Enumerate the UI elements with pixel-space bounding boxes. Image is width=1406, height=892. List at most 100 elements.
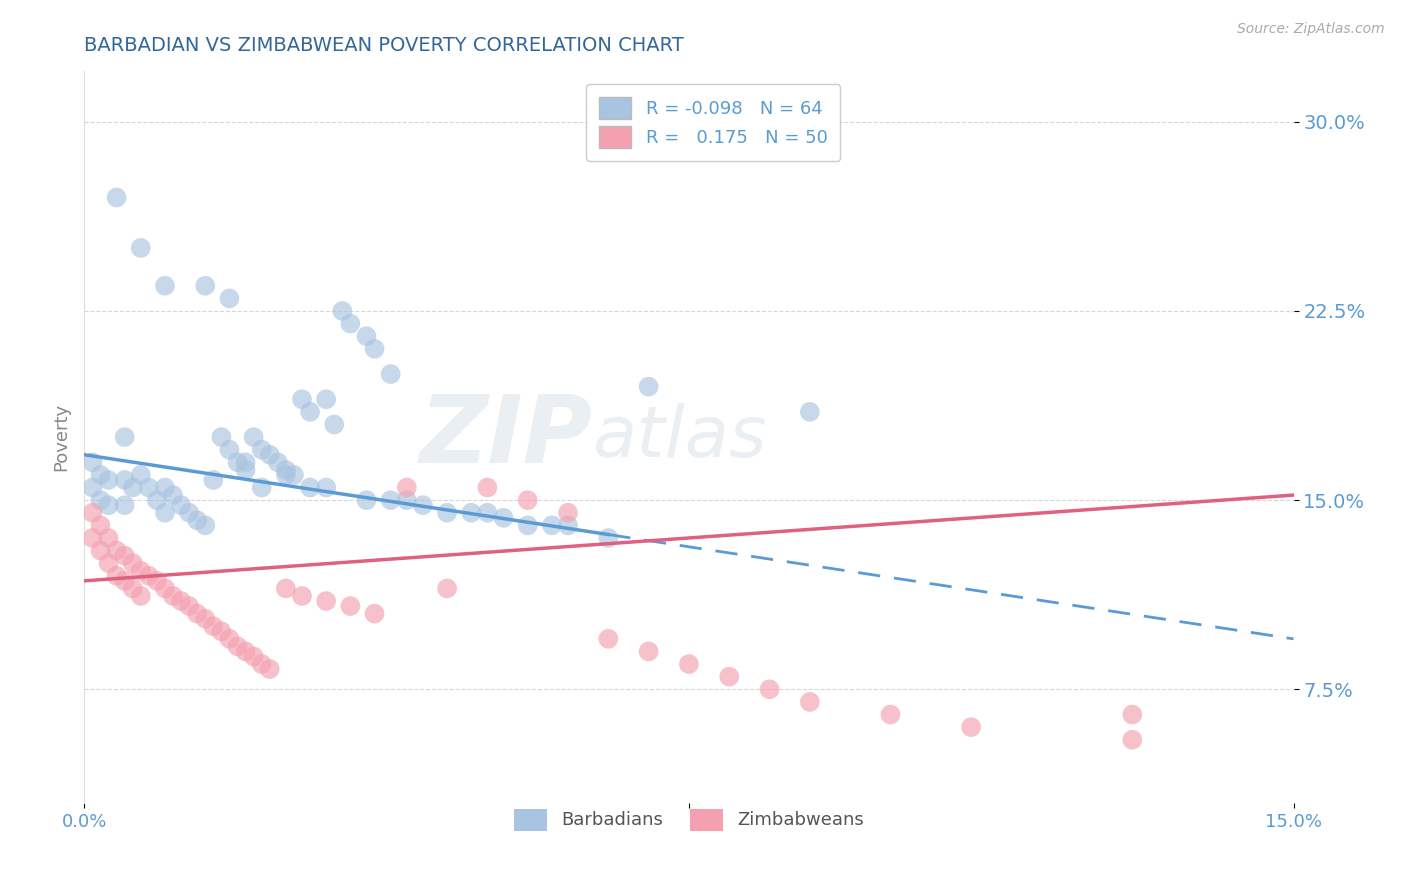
Point [226,455,249,469]
Point [82,531,104,545]
Point [315,594,337,608]
Point [235,463,257,477]
Point [129,241,152,255]
Point [105,543,128,558]
Point [460,506,482,520]
Point [1121,707,1143,722]
Point [323,417,346,432]
Point [274,582,297,596]
Point [82,481,104,495]
Point [89,543,111,558]
Point [179,599,201,613]
Point [162,488,184,502]
Point [146,493,169,508]
Point [259,662,281,676]
Point [799,695,821,709]
Point [170,594,193,608]
Point [356,493,378,508]
Point [89,493,111,508]
Text: ZIP: ZIP [419,391,592,483]
Legend: Barbadians, Zimbabweans: Barbadians, Zimbabweans [499,794,879,845]
Point [879,707,901,722]
Point [209,624,232,639]
Point [380,367,402,381]
Point [718,670,741,684]
Point [557,518,579,533]
Point [97,531,120,545]
Point [97,498,120,512]
Point [250,657,273,671]
Point [242,649,264,664]
Point [363,342,385,356]
Point [129,589,152,603]
Point [330,304,353,318]
Point [242,430,264,444]
Point [274,467,297,482]
Point [114,549,136,563]
Point [395,493,418,508]
Point [235,455,257,469]
Point [235,644,257,658]
Point [186,607,208,621]
Point [637,379,659,393]
Point [129,467,152,482]
Point [153,481,176,495]
Point [194,518,217,533]
Point [436,506,458,520]
Point [162,589,184,603]
Point [186,513,208,527]
Point [274,463,297,477]
Point [758,682,780,697]
Point [1121,732,1143,747]
Point [194,278,217,293]
Text: atlas: atlas [592,402,766,472]
Point [105,569,128,583]
Point [299,481,322,495]
Point [598,531,620,545]
Point [146,574,169,588]
Point [153,278,176,293]
Point [637,644,659,658]
Point [218,442,240,457]
Point [218,632,240,646]
Point [960,720,983,734]
Point [557,506,579,520]
Point [89,467,111,482]
Point [153,582,176,596]
Point [395,481,418,495]
Point [516,493,538,508]
Point [114,430,136,444]
Point [799,405,821,419]
Point [129,564,152,578]
Text: BARBADIAN VS ZIMBABWEAN POVERTY CORRELATION CHART: BARBADIAN VS ZIMBABWEAN POVERTY CORRELAT… [84,36,685,54]
Point [209,430,232,444]
Point [356,329,378,343]
Point [114,498,136,512]
Point [105,190,128,204]
Point [97,473,120,487]
Point [436,582,458,596]
Point [202,473,225,487]
Point [363,607,385,621]
Point [121,582,143,596]
Point [226,640,249,654]
Point [315,481,337,495]
Point [339,317,361,331]
Point [541,518,564,533]
Point [138,481,160,495]
Point [82,506,104,520]
Point [315,392,337,407]
Point [138,569,160,583]
Point [194,612,217,626]
Text: Source: ZipAtlas.com: Source: ZipAtlas.com [1237,22,1385,37]
Point [250,481,273,495]
Point [291,589,314,603]
Point [339,599,361,613]
Point [97,556,120,570]
Point [89,518,111,533]
Y-axis label: Poverty: Poverty [52,403,70,471]
Point [492,510,515,524]
Point [179,506,201,520]
Point [477,481,499,495]
Point [259,448,281,462]
